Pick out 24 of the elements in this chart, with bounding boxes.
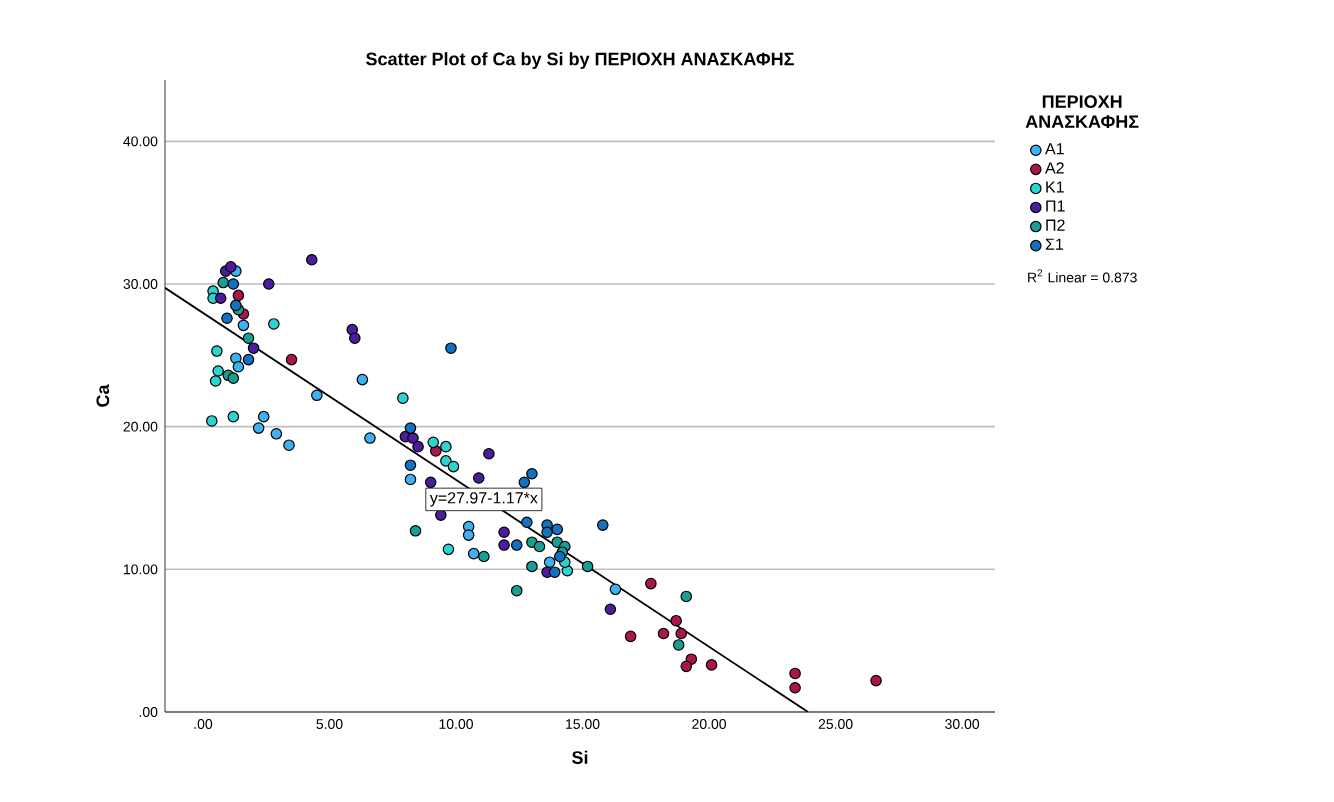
- legend-label: Π2: [1046, 219, 1065, 231]
- x-tick-label: 10.00: [439, 719, 473, 729]
- text: R$^{2}$ Linear = 0.873: [1028, 269, 1137, 283]
- legend-title: ΠΕΡΙΟΧΗ ΑΝΑΣΚΑΦΗΣ: [1025, 95, 1139, 128]
- x-tick-label: 5.00: [316, 719, 343, 729]
- y-tick-label: 10.00: [123, 564, 158, 575]
- x-tick-label: .00: [194, 719, 213, 729]
- x-axis-title: Si: [572, 750, 588, 764]
- legend-label: Α2: [1045, 162, 1064, 174]
- chart-title: Scatter Plot of Ca by Si by ΠΕΡΙΟΧΗ ΑΝΑΣΚΑΦΗΣ: [366, 52, 794, 69]
- y-tick-label: 30.00: [123, 279, 158, 289]
- annotation: y=27.97-1.17*x: [429, 492, 538, 507]
- legend-label: Π1: [1046, 200, 1065, 212]
- x-tick-label: 25.00: [818, 719, 853, 729]
- x-tick-label: 20.00: [692, 719, 727, 729]
- y-tick-label: 20.00: [123, 421, 158, 432]
- x-tick-label: 30.00: [945, 719, 980, 729]
- x-tick-label: 15.00: [566, 719, 600, 729]
- y-tick-label: 40.00: [123, 136, 158, 147]
- legend-label: Κ1: [1046, 181, 1064, 193]
- y-axis-title: Ca: [96, 384, 110, 407]
- legend-label: Α1: [1045, 143, 1064, 155]
- y-tick-label: .00: [139, 707, 158, 717]
- legend-label: Σ1: [1045, 238, 1064, 250]
